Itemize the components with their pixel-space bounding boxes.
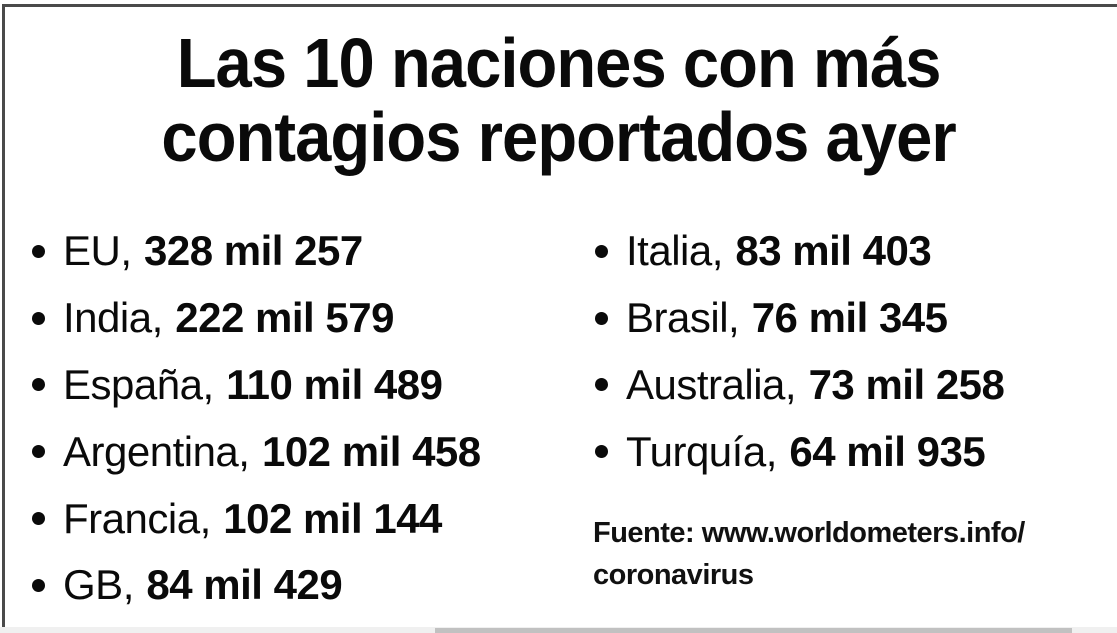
source-line-1: Fuente: www.worldometers.info/: [593, 517, 1025, 549]
bullet-icon: [32, 512, 45, 526]
horizontal-scrollbar-thumb[interactable]: [435, 628, 1072, 633]
list-item: Turquía, 64 mil 935: [591, 418, 1004, 485]
separator: ,: [784, 360, 797, 408]
title-line-2: contagios reportados ayer: [161, 98, 956, 176]
infographic-frame: [2, 4, 1117, 627]
country-list-right: Italia, 83 mil 403 Brasil, 76 mil 345 Au…: [591, 218, 1005, 485]
source-line-2: coronavirus: [593, 559, 754, 591]
list-item: Italia, 83 mil 403: [591, 218, 1004, 285]
separator: ,: [120, 227, 133, 275]
separator: ,: [199, 494, 212, 542]
case-count: 84 mil 429: [146, 561, 343, 609]
separator: ,: [765, 427, 778, 475]
bullet-icon: [32, 378, 45, 392]
bullet-icon: [32, 244, 45, 258]
infographic-title: Las 10 naciones con más contagios report…: [39, 26, 1078, 174]
list-item: India, 222 mil 579: [28, 285, 481, 352]
country-name: India: [63, 294, 152, 342]
country-name: Australia: [626, 360, 785, 408]
source-note: Fuente: www.worldometers.info/ coronavir…: [593, 512, 1093, 596]
list-item: Francia, 102 mil 144: [28, 485, 481, 552]
case-count: 76 mil 345: [751, 294, 948, 342]
separator: ,: [711, 227, 724, 275]
case-count: 328 mil 257: [144, 227, 363, 275]
list-item: EU, 328 mil 257: [28, 218, 481, 285]
separator: ,: [202, 360, 215, 408]
case-count: 110 mil 489: [226, 360, 443, 408]
bullet-icon: [595, 445, 608, 459]
bullet-icon: [595, 244, 608, 258]
country-name: Italia: [626, 227, 712, 275]
case-count: 64 mil 935: [789, 427, 986, 475]
case-count: 102 mil 144: [223, 494, 442, 542]
case-count: 222 mil 579: [175, 294, 394, 342]
list-item: Brasil, 76 mil 345: [591, 285, 1004, 352]
list-item: Argentina, 102 mil 458: [28, 418, 481, 485]
country-name: Francia: [63, 494, 200, 542]
case-count: 83 mil 403: [735, 227, 932, 275]
bullet-icon: [32, 578, 45, 592]
case-count: 102 mil 458: [261, 427, 481, 475]
list-item: GB, 84 mil 429: [28, 552, 481, 619]
country-name: España: [63, 360, 203, 408]
separator: ,: [122, 561, 135, 609]
separator: ,: [151, 294, 164, 342]
country-name: Argentina: [63, 427, 239, 475]
case-count: 73 mil 258: [808, 360, 1005, 408]
bullet-icon: [595, 378, 608, 392]
country-name: GB: [63, 561, 123, 609]
separator: ,: [728, 294, 740, 342]
country-list-left: EU, 328 mil 257 India, 222 mil 579 Españ…: [28, 218, 481, 619]
bullet-icon: [32, 445, 45, 459]
bullet-icon: [32, 311, 45, 325]
country-name: Brasil: [626, 294, 729, 342]
list-item: España, 110 mil 489: [28, 352, 481, 419]
title-line-1: Las 10 naciones con más: [176, 24, 942, 102]
list-item: Australia, 73 mil 258: [591, 352, 1005, 419]
bullet-icon: [595, 311, 608, 325]
country-name: Turquía: [626, 427, 766, 475]
country-name: EU: [63, 227, 121, 275]
separator: ,: [238, 427, 250, 475]
